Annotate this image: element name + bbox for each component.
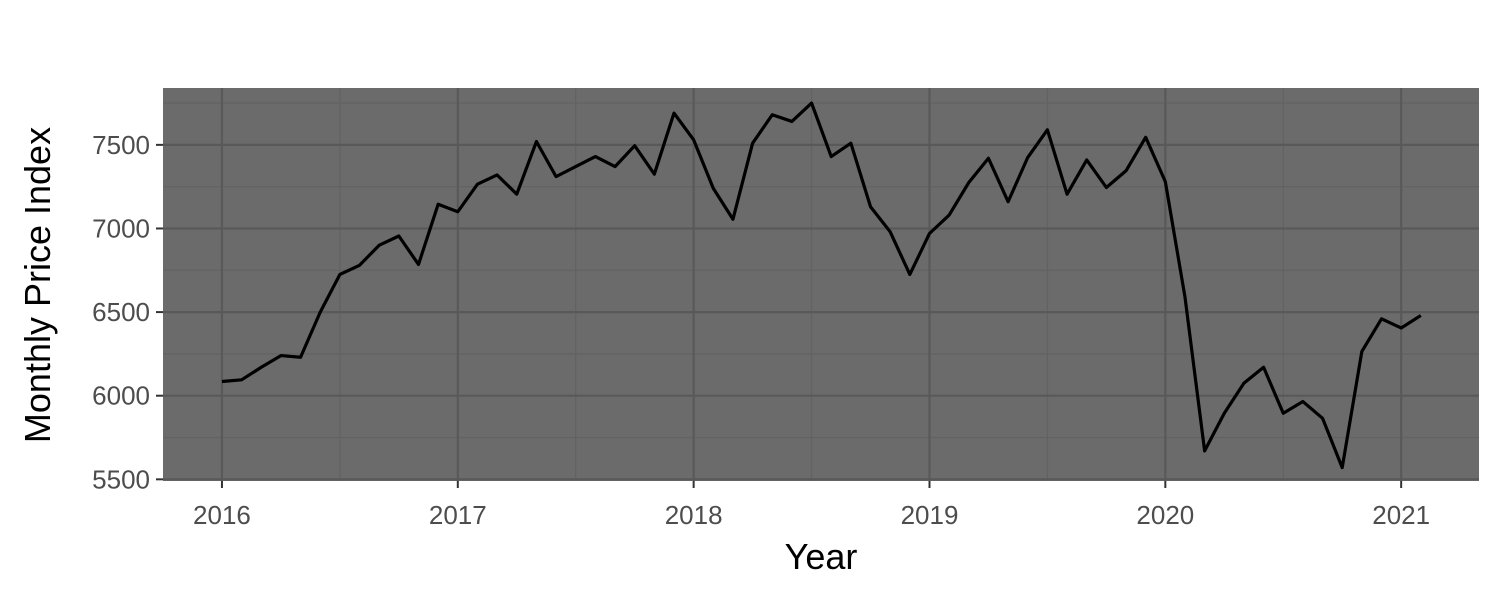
y-tick-label: 7000 [92, 213, 150, 243]
x-tick-label: 2020 [1136, 500, 1194, 530]
major-gridlines [163, 88, 1479, 481]
x-axis-title: Year [785, 536, 858, 577]
x-tick-label: 2016 [193, 500, 251, 530]
x-tick-label: 2017 [429, 500, 487, 530]
minor-gridlines [163, 88, 1479, 481]
y-tick-label: 6000 [92, 381, 150, 411]
x-tick-label: 2018 [665, 500, 723, 530]
y-axis-title: Monthly Price Index [17, 127, 58, 443]
y-axis: 5500 6000 6500 7000 7500 [92, 130, 163, 494]
x-tick-label: 2021 [1372, 500, 1430, 530]
y-tick-label: 6500 [92, 297, 150, 327]
y-tick-label: 7500 [92, 130, 150, 160]
y-tick-label: 5500 [92, 464, 150, 494]
plot-panel [163, 88, 1479, 481]
series-layer [221, 101, 1422, 470]
x-axis: 2016 2017 2018 2019 2020 2021 [193, 481, 1430, 530]
x-tick-label: 2019 [901, 500, 959, 530]
series-line [221, 101, 1422, 470]
